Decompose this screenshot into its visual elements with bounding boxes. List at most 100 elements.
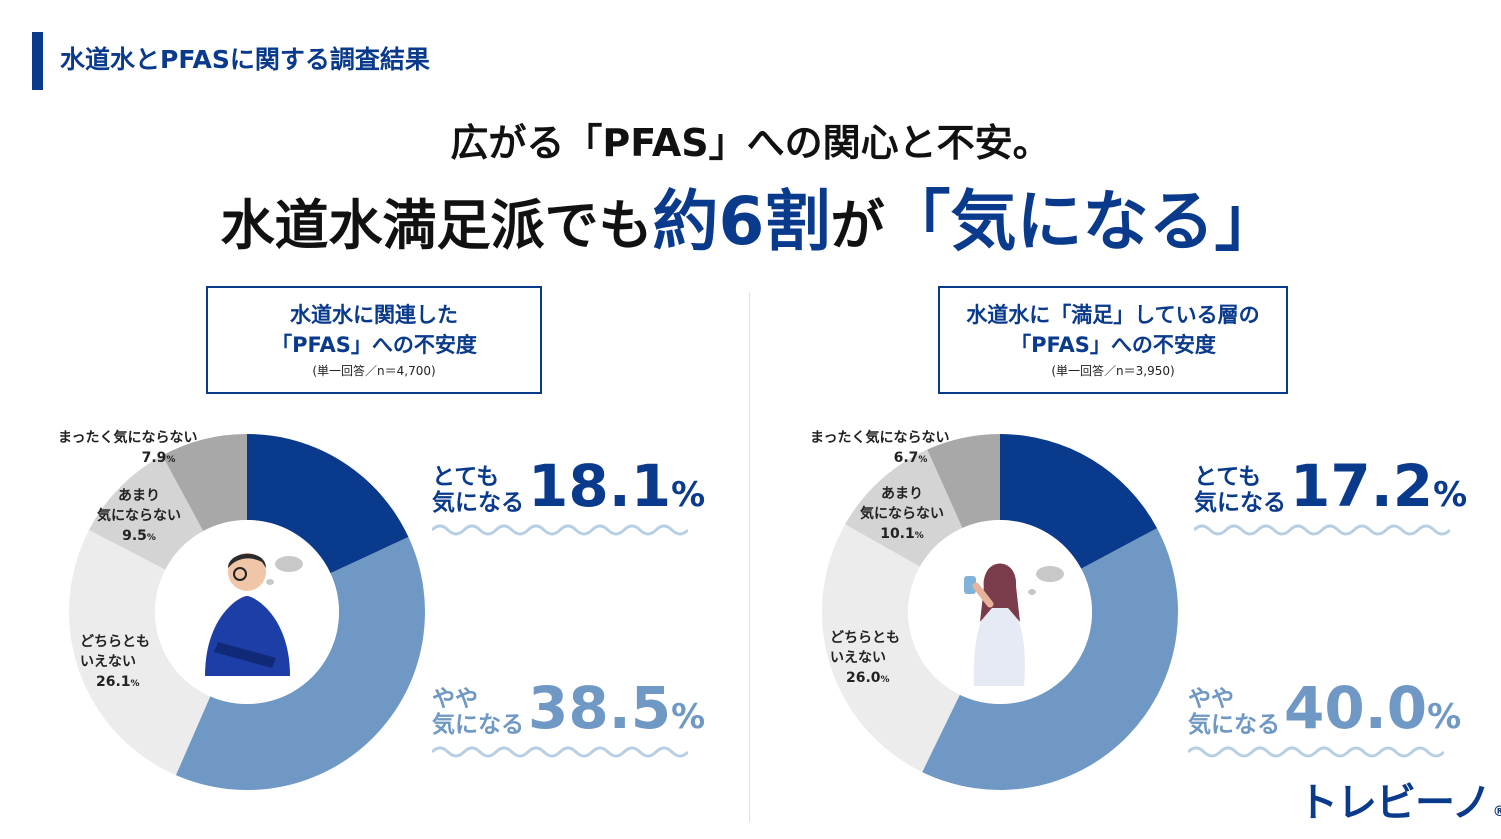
thought-bubble bbox=[1036, 566, 1064, 582]
thought-dot bbox=[1028, 589, 1036, 595]
right-big2-number: 40.0 bbox=[1284, 674, 1428, 742]
donut-slice-neither bbox=[68, 530, 211, 776]
left-label-neither-name1: どちらとも bbox=[80, 634, 150, 650]
right-big2-label: やや 気になる bbox=[1188, 686, 1280, 738]
left-chart-title-box: 水道水に関連した 「PFAS」への不安度 (単一回答／n＝4,700) bbox=[206, 286, 542, 394]
big2-l2: 気になる bbox=[1188, 712, 1280, 738]
headline-highlight-ratio: 約6割 bbox=[652, 183, 831, 260]
woman-arm bbox=[972, 582, 994, 608]
headline-part-a: 水道水満足派でも bbox=[220, 194, 653, 257]
right-label-neither-value: 26.0% bbox=[830, 668, 900, 690]
left-box-line1: 水道水に関連した bbox=[290, 303, 458, 327]
right-box-line2: 「PFAS」への不安度 bbox=[1010, 333, 1216, 357]
value-text: 10.1 bbox=[880, 526, 915, 542]
man-arms bbox=[214, 642, 276, 668]
donut-slice-not-at-all bbox=[162, 434, 247, 532]
left-big-very-concerned: とても 気になる18.1% bbox=[432, 456, 705, 516]
left-label-not-much-value: 9.5% bbox=[97, 526, 181, 548]
right-label-not-much-name2: 気にならない bbox=[860, 506, 944, 522]
right-label-neither-name2: いえない bbox=[830, 650, 886, 666]
panel-divider bbox=[749, 292, 750, 822]
right-label-not-much-value: 10.1% bbox=[860, 524, 944, 546]
value-text: 7.9 bbox=[141, 450, 167, 466]
donut-slice-neither bbox=[822, 524, 960, 773]
big1-l1: とても bbox=[1194, 464, 1262, 490]
left-label-not-at-all-name: まったく気にならない bbox=[58, 430, 198, 446]
left-box-note: (単一回答／n＝4,700) bbox=[312, 364, 436, 378]
left-panel: 水道水に関連した 「PFAS」への不安度 (単一回答／n＝4,700) まったく… bbox=[0, 286, 740, 839]
donut-slice-somewhat-concerned bbox=[175, 537, 425, 790]
right-donut-segments bbox=[822, 434, 1178, 791]
donut-slice-very-concerned bbox=[1000, 434, 1158, 569]
brand-logo: トレビーノ ® bbox=[1298, 770, 1501, 828]
left-wave-2 bbox=[432, 746, 688, 758]
man-face bbox=[228, 553, 266, 591]
left-big2-label: やや 気になる bbox=[432, 686, 524, 738]
right-big1-unit: % bbox=[1433, 475, 1468, 515]
header-accent-bar bbox=[32, 32, 43, 90]
left-label-not-much-name1: あまり bbox=[118, 488, 160, 504]
survey-tag: 水道水とPFASに関する調査結果 bbox=[60, 45, 430, 74]
woman-dress bbox=[973, 600, 1025, 686]
value-text: 26.1 bbox=[96, 674, 131, 690]
right-wave-1 bbox=[1194, 524, 1450, 536]
left-big2-unit: % bbox=[671, 697, 706, 737]
left-big2-number: 38.5 bbox=[528, 674, 672, 742]
right-big1-label: とても 気になる bbox=[1194, 464, 1286, 516]
value-unit: % bbox=[146, 533, 156, 543]
value-text: 9.5 bbox=[122, 528, 147, 544]
donut-slice-not-much bbox=[89, 455, 204, 570]
wave-line bbox=[1188, 746, 1444, 758]
left-wave-1 bbox=[432, 524, 688, 536]
value-text: 6.7 bbox=[893, 450, 919, 466]
big1-l2: 気になる bbox=[1194, 490, 1286, 516]
value-text: 26.0 bbox=[846, 670, 881, 686]
left-label-neither: どちらとも いえない 26.1% bbox=[80, 632, 150, 694]
right-label-neither-name1: どちらとも bbox=[830, 630, 900, 646]
right-chart-title-box: 水道水に「満足」している層の 「PFAS」への不安度 (単一回答／n＝3,950… bbox=[938, 286, 1288, 394]
right-illustration-woman bbox=[964, 563, 1064, 686]
right-big-very-concerned: とても 気になる17.2% bbox=[1194, 456, 1467, 516]
headline-highlight-quote: 「気になる」 bbox=[884, 183, 1281, 260]
left-big1-unit: % bbox=[671, 475, 706, 515]
headline-line1: 広がる「PFAS」への関心と不安。 bbox=[450, 121, 1051, 165]
brand-name: トレビーノ bbox=[1298, 780, 1492, 826]
big2-l1: やや bbox=[1188, 686, 1234, 712]
right-label-not-much: あまり 気にならない 10.1% bbox=[860, 484, 944, 546]
water-cup-icon bbox=[964, 576, 976, 594]
wave-line bbox=[1194, 524, 1450, 536]
donut-slice-somewhat-concerned bbox=[922, 528, 1178, 791]
headline-part-c: が bbox=[830, 194, 885, 257]
left-label-neither-name2: いえない bbox=[80, 654, 136, 670]
left-illustration-man bbox=[205, 553, 303, 676]
man-glasses bbox=[233, 567, 247, 581]
left-label-neither-value: 26.1% bbox=[80, 672, 150, 694]
wave-line bbox=[432, 746, 688, 758]
right-label-not-at-all-name: まったく気にならない bbox=[810, 430, 950, 446]
big1-l1: とても bbox=[432, 464, 500, 490]
value-unit: % bbox=[166, 455, 176, 465]
big2-l1: やや bbox=[432, 686, 478, 712]
right-box-line1: 水道水に「満足」している層の bbox=[966, 303, 1260, 327]
left-donut-chart bbox=[68, 434, 425, 790]
donut-slice-not-much bbox=[845, 449, 963, 567]
right-donut-chart bbox=[822, 434, 1178, 791]
right-big-somewhat-concerned: やや 気になる40.0% bbox=[1188, 678, 1461, 738]
right-big1-number: 17.2 bbox=[1290, 452, 1434, 520]
left-label-not-much: あまり 気にならない 9.5% bbox=[97, 486, 181, 548]
headline-line2: 水道水満足派でも約6割が「気になる」 bbox=[0, 168, 1501, 264]
brand-registered-mark: ® bbox=[1492, 804, 1501, 820]
left-big1-number: 18.1 bbox=[528, 452, 672, 520]
man-hair bbox=[228, 553, 266, 568]
left-label-not-much-name2: 気にならない bbox=[97, 508, 181, 524]
right-box-note: (単一回答／n＝3,950) bbox=[1051, 364, 1175, 378]
right-wave-2 bbox=[1188, 746, 1444, 758]
right-panel: 水道水に「満足」している層の 「PFAS」への不安度 (単一回答／n＝3,950… bbox=[752, 286, 1492, 839]
big2-l2: 気になる bbox=[432, 712, 524, 738]
thought-dot bbox=[266, 579, 274, 585]
right-big2-unit: % bbox=[1427, 697, 1462, 737]
thought-bubble bbox=[275, 556, 303, 572]
value-unit: % bbox=[914, 531, 924, 541]
left-big1-label: とても 気になる bbox=[432, 464, 524, 516]
donut-slice-very-concerned bbox=[247, 434, 409, 574]
